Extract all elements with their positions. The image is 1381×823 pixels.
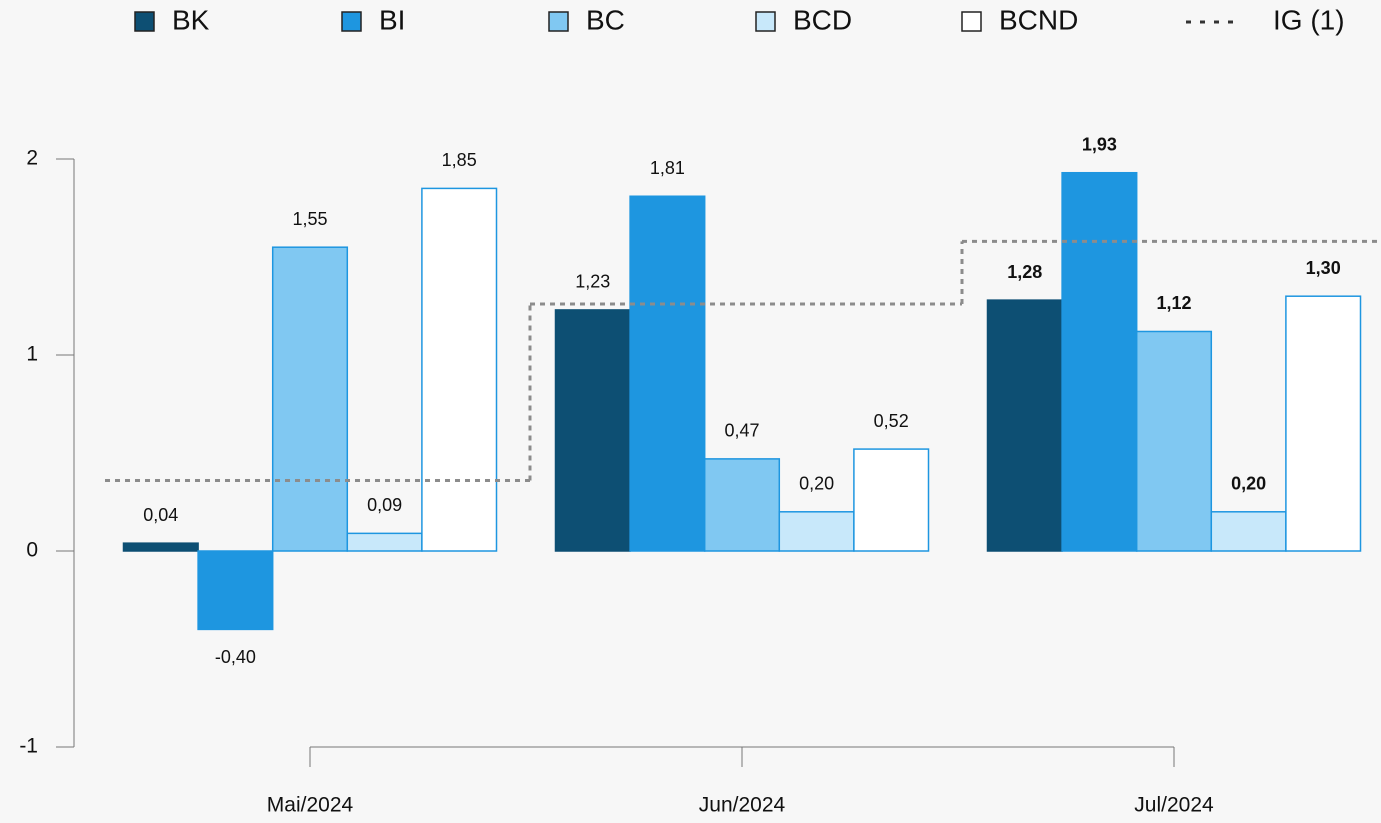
value-label: 0,47 — [724, 421, 759, 441]
value-label: 0,20 — [799, 474, 834, 494]
y-tick-label: 1 — [26, 343, 38, 366]
bar — [703, 458, 781, 552]
legend-label: BC — [586, 4, 625, 35]
bar — [346, 532, 423, 552]
bar — [1210, 511, 1287, 552]
value-label: 0,20 — [1231, 474, 1266, 494]
legend-marker — [961, 11, 982, 32]
value-label: 1,81 — [650, 158, 685, 178]
value-label: 1,85 — [442, 150, 477, 170]
value-label: -0,40 — [215, 647, 256, 667]
y-tick-label: -1 — [19, 735, 38, 758]
value-label: 1,93 — [1082, 134, 1117, 154]
bar — [122, 542, 199, 552]
value-label: 1,23 — [575, 272, 610, 292]
legend-marker — [755, 11, 776, 32]
value-label: 0,52 — [874, 411, 909, 431]
value-label: 1,30 — [1306, 258, 1341, 278]
bar — [421, 187, 498, 552]
y-tick-label: 2 — [26, 147, 38, 170]
y-tick-label: 0 — [26, 539, 38, 562]
bar — [853, 448, 930, 552]
value-label: 1,28 — [1007, 262, 1042, 282]
bar — [271, 246, 349, 552]
bar — [197, 550, 274, 631]
value-label: 1,12 — [1156, 293, 1191, 313]
value-label: 1,55 — [292, 209, 327, 229]
bar — [629, 195, 706, 552]
bar — [778, 511, 855, 552]
legend-marker — [341, 11, 362, 32]
bar — [1285, 295, 1362, 552]
bar — [554, 309, 631, 552]
x-tick-label: Jun/2024 — [699, 794, 786, 817]
legend-label: BCND — [999, 4, 1078, 35]
value-label: 0,04 — [143, 505, 178, 525]
legend-marker — [548, 11, 569, 32]
x-tick-label: Jul/2024 — [1134, 794, 1214, 817]
legend-label: IG (1) — [1273, 4, 1345, 35]
bar — [986, 299, 1063, 552]
legend-label: BI — [379, 4, 405, 35]
bar — [1135, 330, 1213, 552]
legend-marker — [134, 11, 155, 32]
legend-label: BK — [172, 4, 210, 35]
value-label: 0,09 — [367, 495, 402, 515]
bar — [1061, 171, 1138, 552]
x-tick-label: Mai/2024 — [267, 794, 354, 817]
legend-label: BCD — [793, 4, 852, 35]
